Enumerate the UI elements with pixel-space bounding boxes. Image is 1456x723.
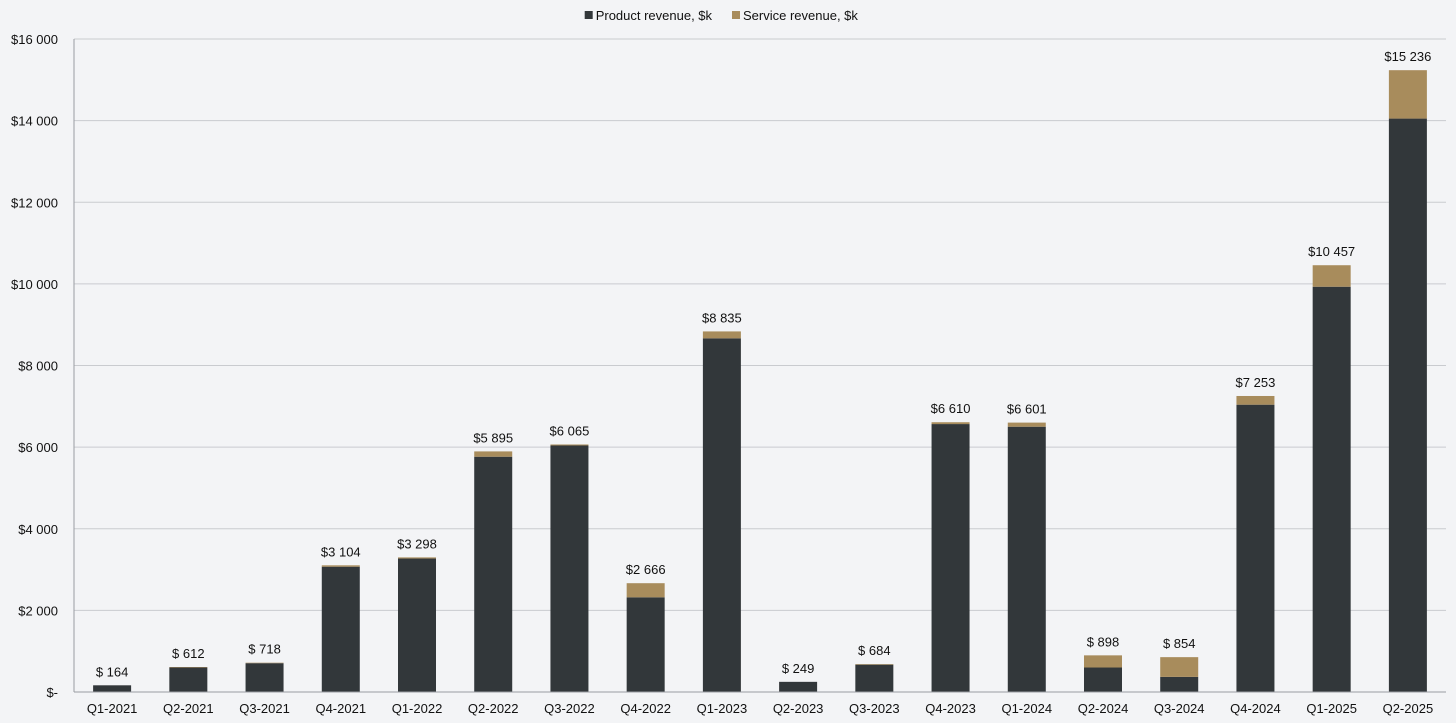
total-data-label: $6 065 xyxy=(550,423,590,438)
x-tick-label: Q1-2025 xyxy=(1306,701,1357,716)
y-axis: $- $2 000 $4 000 $6 000 $8 000 $10 000 $12 000… xyxy=(11,32,75,700)
x-tick-label: Q3-2021 xyxy=(239,701,290,716)
product-revenue-bar xyxy=(779,681,818,692)
y-tick-label: $6 000 xyxy=(18,440,58,455)
legend-label-product: Product revenue, $k xyxy=(596,8,713,23)
service-revenue-bar xyxy=(1084,655,1122,668)
x-axis: Q1-2021 Q2-2021 Q3-2021 Q4-2021 Q1-2022 Q2-20… xyxy=(74,691,1446,716)
x-tick-label: Q3-2022 xyxy=(544,701,595,716)
y-tick-label: $- xyxy=(46,685,58,700)
x-tick-label: Q2-2024 xyxy=(1078,701,1129,716)
total-data-label: $ 854 xyxy=(1163,636,1196,651)
gridlines xyxy=(74,38,1446,611)
product-revenue-bar xyxy=(931,424,970,692)
product-revenue-bar xyxy=(1084,667,1122,692)
product-revenue-bar xyxy=(169,667,208,692)
x-tick-label: Q2-2025 xyxy=(1383,701,1434,716)
x-tick-label: Q2-2023 xyxy=(773,701,824,716)
service-revenue-bar xyxy=(1388,70,1427,119)
service-revenue-bar xyxy=(474,451,513,457)
service-revenue-bar xyxy=(702,331,741,339)
product-revenue-bar xyxy=(550,445,589,692)
product-revenue-bar xyxy=(245,663,284,692)
total-data-label: $ 164 xyxy=(96,664,129,679)
x-tick-label: Q1-2022 xyxy=(392,701,443,716)
y-tick-label: $4 000 xyxy=(18,522,58,537)
legend-swatch-service xyxy=(732,11,740,19)
product-revenue-bar xyxy=(1236,404,1275,692)
service-revenue-bar xyxy=(1312,265,1351,287)
product-revenue-bar xyxy=(1007,426,1046,692)
product-revenue-bar xyxy=(702,338,741,692)
total-data-label: $3 298 xyxy=(397,536,437,551)
product-revenue-bar xyxy=(626,597,665,692)
service-revenue-bar xyxy=(1236,395,1275,405)
total-data-label: $8 835 xyxy=(702,310,742,325)
x-tick-label: Q4-2021 xyxy=(315,701,366,716)
service-revenue-bar xyxy=(550,444,589,446)
total-data-label: $ 612 xyxy=(172,646,205,661)
bars xyxy=(93,70,1427,693)
x-tick-label: Q2-2021 xyxy=(163,701,214,716)
x-tick-label: Q3-2023 xyxy=(849,701,900,716)
service-revenue-bar xyxy=(321,565,360,567)
service-revenue-bar xyxy=(398,557,436,559)
product-revenue-bar xyxy=(1160,676,1199,692)
product-revenue-bar xyxy=(474,456,513,692)
legend: Product revenue, $k Service revenue, $k xyxy=(584,8,858,23)
x-tick-label: Q4-2024 xyxy=(1230,701,1281,716)
total-data-label: $5 895 xyxy=(473,430,513,445)
total-data-label: $3 104 xyxy=(321,544,361,559)
total-data-label: $ 898 xyxy=(1087,634,1120,649)
service-revenue-bar xyxy=(1160,657,1199,677)
total-data-label: $6 610 xyxy=(931,401,971,416)
total-data-label: $ 249 xyxy=(782,661,815,676)
x-tick-label: Q4-2023 xyxy=(925,701,976,716)
data-labels: $ 164 $ 612 $ 718 $3 104 $3 298 $5 895 $6 065 $… xyxy=(96,49,1432,679)
y-tick-label: $2 000 xyxy=(18,603,58,618)
x-tick-label: Q4-2022 xyxy=(620,701,671,716)
product-revenue-bar xyxy=(1312,286,1351,692)
service-revenue-bar xyxy=(1007,422,1046,427)
total-data-label: $ 718 xyxy=(248,642,281,657)
y-tick-label: $12 000 xyxy=(11,195,58,210)
product-revenue-bar xyxy=(398,558,436,692)
product-revenue-bar xyxy=(1388,118,1427,693)
x-tick-label: Q1-2021 xyxy=(87,701,138,716)
service-revenue-bar xyxy=(855,664,894,665)
total-data-label: $6 601 xyxy=(1007,402,1047,417)
total-data-label: $7 253 xyxy=(1236,375,1276,390)
product-revenue-bar xyxy=(855,664,894,692)
y-tick-label: $10 000 xyxy=(11,277,58,292)
y-tick-label: $16 000 xyxy=(11,32,58,47)
x-tick-label: Q1-2024 xyxy=(1001,701,1052,716)
total-data-label: $2 666 xyxy=(626,562,666,577)
product-revenue-bar xyxy=(93,685,132,692)
service-revenue-bar xyxy=(931,422,970,425)
y-tick-label: $14 000 xyxy=(11,114,58,129)
x-tick-label: Q2-2022 xyxy=(468,701,519,716)
total-data-label: $ 684 xyxy=(858,643,891,658)
y-tick-label: $8 000 xyxy=(18,359,58,374)
x-tick-label: Q3-2024 xyxy=(1154,701,1205,716)
total-data-label: $15 236 xyxy=(1384,49,1431,64)
product-revenue-bar xyxy=(321,566,360,692)
x-tick-label: Q1-2023 xyxy=(697,701,748,716)
legend-label-service: Service revenue, $k xyxy=(743,8,858,23)
total-data-label: $10 457 xyxy=(1308,244,1355,259)
legend-swatch-product xyxy=(584,11,593,19)
service-revenue-bar xyxy=(626,583,665,598)
